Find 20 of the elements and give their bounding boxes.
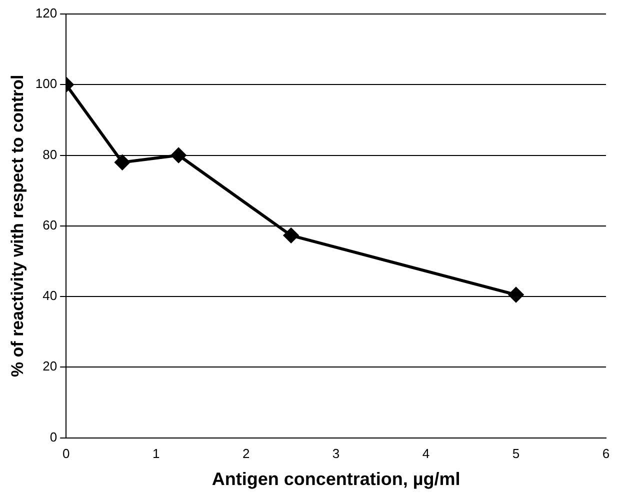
y-tick-label: 80 bbox=[42, 146, 58, 162]
x-tick-label: 3 bbox=[332, 446, 340, 462]
x-tick-label: 5 bbox=[512, 446, 520, 462]
x-tick-label: 0 bbox=[62, 446, 70, 462]
x-tick-label: 1 bbox=[152, 446, 160, 462]
point bbox=[171, 148, 186, 163]
y-axis-title: % of reactivity with respect to control bbox=[8, 74, 27, 378]
x-tick-label: 4 bbox=[422, 446, 430, 462]
y-tick-label: 60 bbox=[42, 217, 58, 232]
y-tick-label: 0 bbox=[50, 429, 58, 444]
x-tick-label: 2 bbox=[242, 446, 250, 462]
point bbox=[284, 228, 299, 243]
point bbox=[114, 154, 130, 170]
point bbox=[508, 287, 524, 302]
x-axis-title: Antigen concentration, µg/ml bbox=[212, 469, 460, 490]
y-tick-label: 20 bbox=[42, 358, 58, 374]
x-tick-label: 6 bbox=[602, 446, 610, 462]
y-tick-label: 120 bbox=[35, 6, 58, 21]
y-tick-label: 100 bbox=[35, 76, 58, 92]
y-tick-label: 40 bbox=[42, 288, 58, 304]
